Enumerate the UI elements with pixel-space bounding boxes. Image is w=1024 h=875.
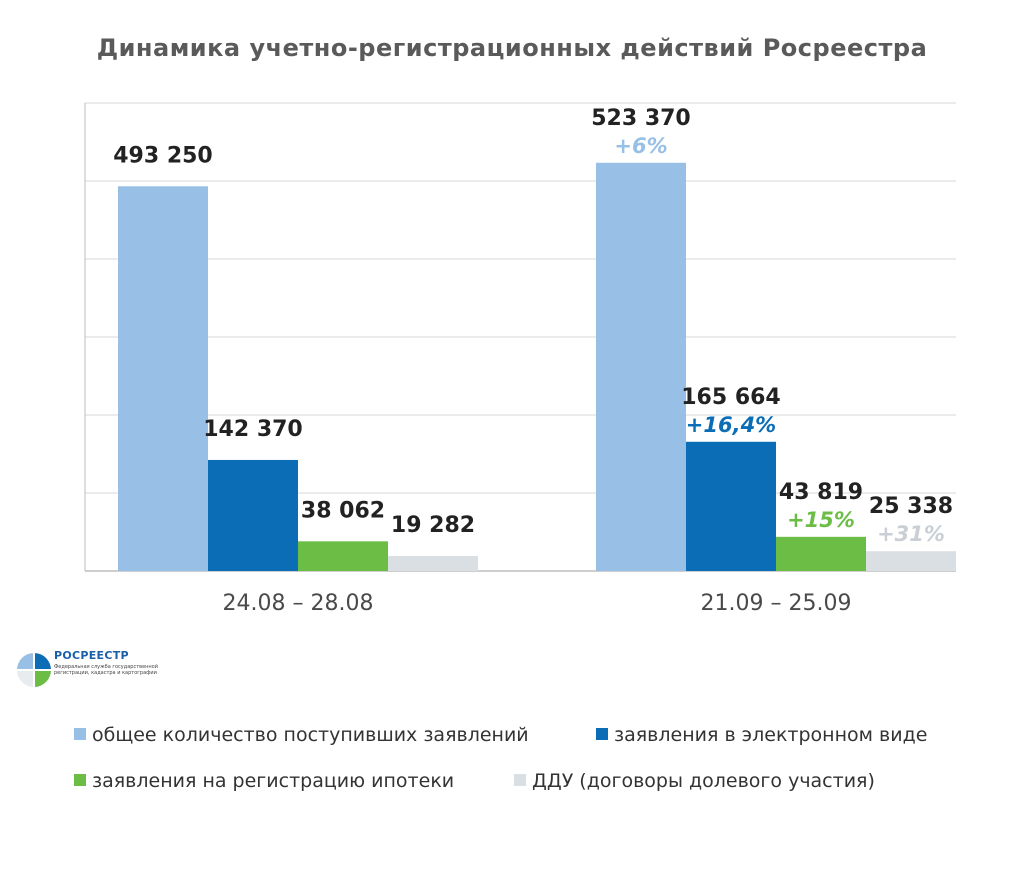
bar-electronic <box>208 459 298 571</box>
change-label-total: +6% <box>614 134 667 158</box>
legend-swatch-electronic <box>596 728 608 740</box>
change-label-mortgage: +15% <box>787 508 855 532</box>
rosreestr-emblem-icon <box>17 653 51 687</box>
data-label-ddu: 19 282 <box>391 513 475 538</box>
bar-mortgage <box>776 536 866 571</box>
legend-swatch-total <box>74 728 86 740</box>
legend-label-electronic: заявления в электронном виде <box>614 724 928 746</box>
bar-ddu <box>866 551 956 571</box>
data-label-electronic: 142 370 <box>203 417 303 442</box>
x-tick-label: 24.08 – 28.08 <box>223 591 374 616</box>
data-label-mortgage: 38 062 <box>301 498 385 523</box>
legend-item-ddu: ДДУ (договоры долевого участия) <box>514 770 875 792</box>
bar-mortgage <box>298 541 388 571</box>
rosreestr-logo: РОСРЕЕСТР Федеральная служба государстве… <box>16 644 176 698</box>
logo-subtitle: Федеральная служба государственной регис… <box>54 664 158 676</box>
legend-label-mortgage: заявления на регистрацию ипотеки <box>92 770 455 792</box>
data-label-ddu: 25 338 <box>869 494 953 519</box>
bar-electronic <box>686 441 776 571</box>
legend-item-electronic: заявления в электронном виде <box>596 724 927 746</box>
x-tick-label: 21.09 – 25.09 <box>701 591 852 616</box>
logo-name: РОСРЕЕСТР <box>54 649 129 662</box>
data-label-total: 493 250 <box>113 143 213 168</box>
legend-item-total: общее количество поступивших заявлений <box>74 724 529 746</box>
legend-swatch-mortgage <box>74 774 86 786</box>
data-label-mortgage: 43 819 <box>779 480 863 505</box>
chart-title: Динамика учетно-регистрационных действий… <box>96 34 928 62</box>
data-label-total: 523 370 <box>591 106 691 131</box>
bar-total <box>118 186 208 571</box>
legend-label-total: общее количество поступивших заявлений <box>92 724 529 746</box>
change-label-ddu: +31% <box>877 522 945 546</box>
legend-swatch-ddu <box>514 774 526 786</box>
legend-label-ddu: ДДУ (договоры долевого участия) <box>532 770 875 792</box>
bar-total <box>596 162 686 571</box>
legend-item-mortgage: заявления на регистрацию ипотеки <box>74 770 454 792</box>
bar-ddu <box>388 555 478 571</box>
change-label-electronic: +16,4% <box>686 413 776 437</box>
data-label-electronic: 165 664 <box>681 385 781 410</box>
